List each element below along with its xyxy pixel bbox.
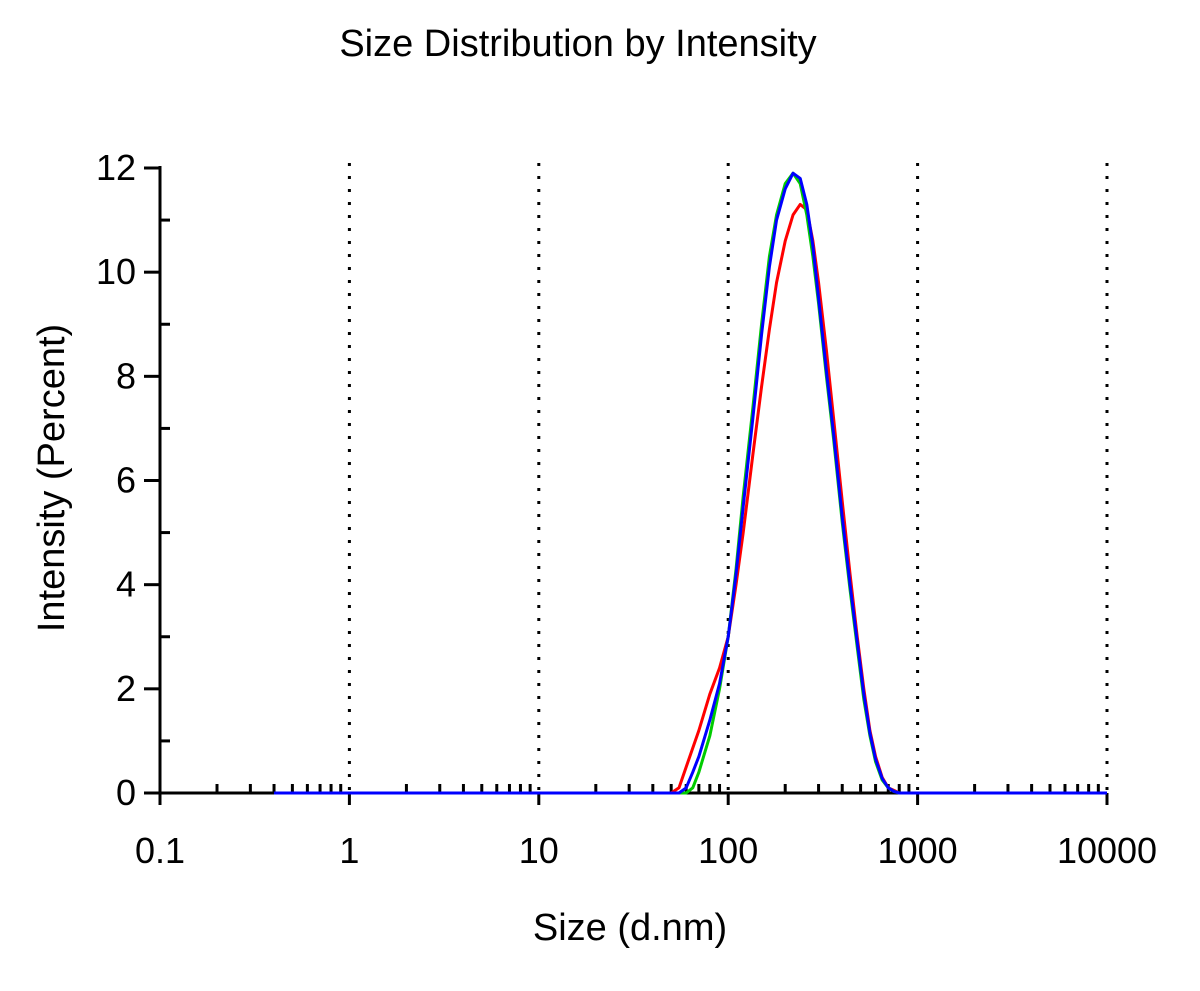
series-line-2 [274, 171, 1107, 795]
y-tick-label: 0 [116, 772, 136, 813]
tick-marks [144, 166, 1109, 805]
axes [158, 166, 1107, 795]
y-tick-label: 10 [96, 251, 136, 292]
x-tick-label: 10 [519, 830, 559, 871]
tick-labels: 0 2 4 6 8 10 12 0.1 1 10 100 1000 10000 [96, 147, 1157, 871]
x-tick-label: 1 [339, 830, 359, 871]
y-tick-label: 2 [116, 668, 136, 709]
grid-lines [347, 163, 1109, 793]
x-tick-label: 1000 [878, 830, 958, 871]
x-tick-label: 10000 [1057, 830, 1157, 871]
x-axis-label: Size (d.nm) [533, 907, 727, 949]
y-tick-label: 12 [96, 147, 136, 188]
y-tick-label: 6 [116, 460, 136, 501]
series-line-3 [274, 171, 1107, 795]
x-tick-label: 100 [698, 830, 758, 871]
y-tick-label: 8 [116, 355, 136, 396]
chart-title: Size Distribution by Intensity [339, 23, 816, 65]
series-line-1 [274, 202, 1107, 795]
data-series [274, 171, 1107, 795]
x-tick-label: 0.1 [135, 830, 185, 871]
y-tick-label: 4 [116, 564, 136, 605]
y-axis-label: Intensity (Percent) [31, 324, 73, 632]
